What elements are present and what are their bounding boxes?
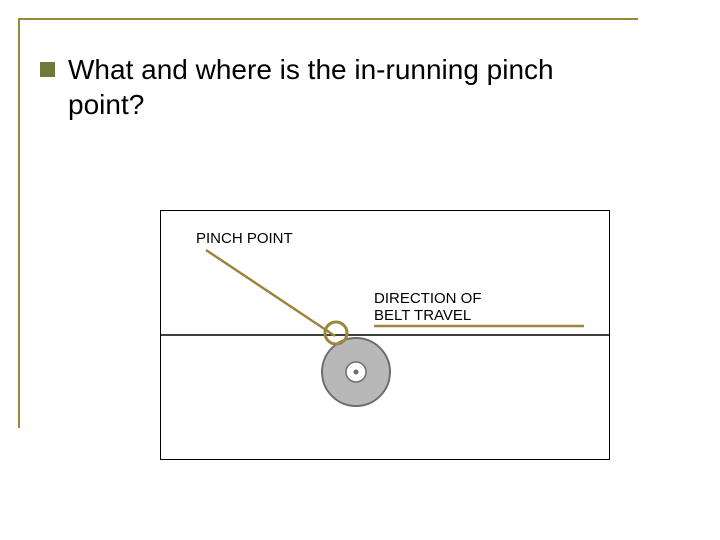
diagram-svg <box>0 0 720 540</box>
slide: What and where is the in-running pinch p… <box>0 0 720 540</box>
label-pinch-point: PINCH POINT <box>196 230 293 247</box>
pulley-dot <box>354 370 359 375</box>
pointer-line <box>206 250 335 336</box>
label-direction: DIRECTION OF BELT TRAVEL <box>374 290 482 325</box>
